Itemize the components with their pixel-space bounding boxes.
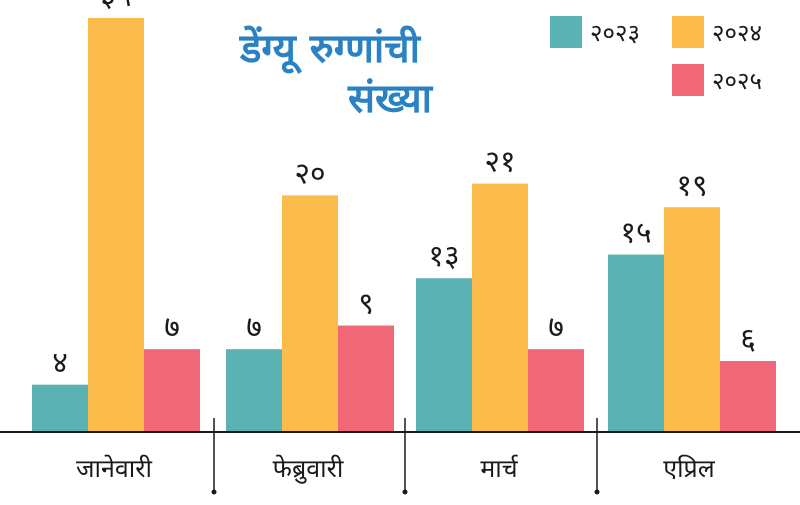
value-label-march-2024: २१ bbox=[484, 145, 515, 180]
category-label-february: फेब्रुवारी bbox=[273, 454, 344, 484]
value-label-march-2025: ७ bbox=[548, 310, 564, 345]
value-label-february-2024: २० bbox=[294, 156, 325, 191]
category-label-january: जानेवारी bbox=[76, 454, 153, 483]
bar-february-2025 bbox=[338, 325, 394, 432]
chart-title: डेंग्यू रुग्णांची संख्या bbox=[238, 25, 434, 122]
category-label-march: मार्च bbox=[480, 454, 518, 483]
category-labels: जानेवारी फेब्रुवारी मार्च एप्रिल bbox=[76, 454, 716, 484]
bar-april-2025 bbox=[720, 361, 776, 432]
value-label-february-2023: ७ bbox=[246, 310, 262, 345]
bars-group bbox=[32, 18, 776, 432]
value-label-january-2025: ७ bbox=[164, 310, 180, 345]
bar-january-2025 bbox=[144, 349, 200, 432]
bar-march-2025 bbox=[528, 349, 584, 432]
separator-dot-3 bbox=[594, 489, 600, 495]
category-label-april: एप्रिल bbox=[663, 454, 716, 483]
bar-march-2023 bbox=[416, 278, 472, 432]
value-label-january-2023: ४ bbox=[52, 346, 68, 381]
bar-april-2023 bbox=[608, 254, 664, 432]
legend-label-2025: २०२५ bbox=[712, 67, 762, 95]
value-label-january-2024: ३५ bbox=[100, 0, 131, 14]
bar-february-2024 bbox=[282, 195, 338, 432]
category-separators bbox=[211, 418, 600, 495]
value-label-february-2025: ९ bbox=[358, 287, 374, 322]
value-labels-group: ४ ३५ ७ ७ २० ९ १३ २१ ७ १५ १९ ६ bbox=[52, 0, 756, 381]
bar-april-2024 bbox=[664, 207, 720, 432]
separator-dot-1 bbox=[211, 489, 217, 495]
bar-march-2024 bbox=[472, 183, 528, 432]
value-label-april-2024: १९ bbox=[676, 168, 707, 203]
value-label-april-2025: ६ bbox=[740, 322, 756, 357]
title-line-2: संख्या bbox=[347, 76, 434, 122]
bar-january-2023 bbox=[32, 384, 88, 432]
legend-swatch-2024 bbox=[672, 16, 704, 48]
value-label-march-2023: १३ bbox=[428, 239, 459, 274]
bar-january-2024 bbox=[88, 18, 144, 432]
value-label-april-2023: १५ bbox=[620, 216, 651, 251]
legend-label-2023: २०२३ bbox=[590, 19, 640, 47]
bar-february-2023 bbox=[226, 349, 282, 432]
title-line-1: डेंग्यू रुग्णांची bbox=[238, 25, 422, 74]
legend: २०२३ २०२४ २०२५ bbox=[550, 16, 762, 96]
legend-swatch-2025 bbox=[672, 64, 704, 96]
legend-swatch-2023 bbox=[550, 16, 582, 48]
legend-label-2024: २०२४ bbox=[712, 19, 762, 47]
separator-dot-2 bbox=[402, 489, 408, 495]
